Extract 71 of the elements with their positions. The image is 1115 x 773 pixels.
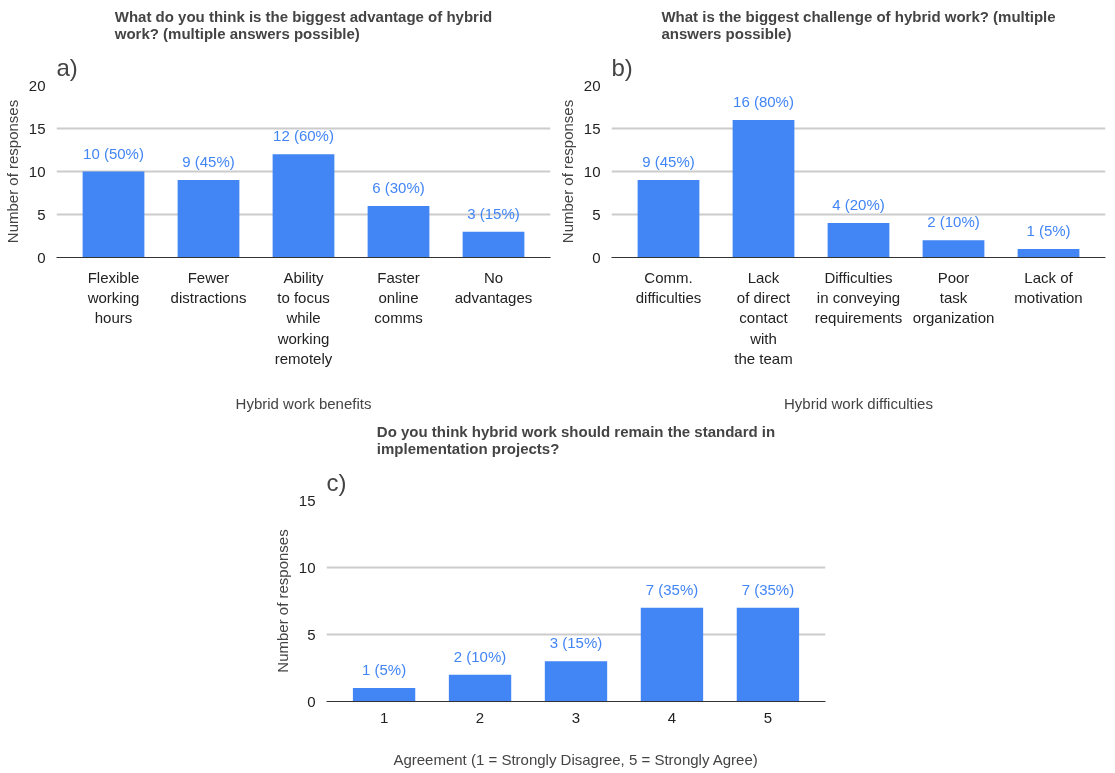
chart-title: What is the biggest challenge of hybrid work? (multiple answers possible) xyxy=(661,7,1056,42)
x-tick-label: Lack of direct contact with the team xyxy=(734,268,793,368)
x-tick-label: Poor task organization xyxy=(912,268,995,327)
y-tick-label: 10 xyxy=(28,162,46,180)
data-label: 10 (50%) xyxy=(83,144,144,162)
x-tick-label: 2 xyxy=(475,708,485,726)
x-axis-title: Hybrid work benefits xyxy=(235,395,372,413)
bar xyxy=(827,223,890,258)
bar xyxy=(637,180,700,258)
bar xyxy=(1017,248,1080,258)
bar xyxy=(922,240,985,258)
y-tick-label: 10 xyxy=(298,558,316,576)
y-tick-label: 15 xyxy=(28,119,46,137)
y-tick-label: 0 xyxy=(37,248,46,266)
bar xyxy=(367,205,430,258)
y-tick-label: 5 xyxy=(307,625,316,643)
x-tick-label: Flexible working hours xyxy=(86,268,140,327)
x-axis-title: Agreement (1 = Strongly Disagree, 5 = Strongly Agree) xyxy=(393,750,758,768)
x-tick-label: Faster online comms xyxy=(374,268,423,327)
y-tick-label: 0 xyxy=(592,248,601,266)
y-tick-label: 15 xyxy=(583,119,601,137)
text: a) xyxy=(56,53,78,81)
text: b) xyxy=(611,53,633,81)
y-tick-label: 5 xyxy=(592,205,601,223)
bar xyxy=(640,607,704,702)
x-tick-label: Comm. difficulties xyxy=(635,268,702,306)
y-tick-label: 10 xyxy=(583,162,601,180)
bar xyxy=(544,661,608,702)
y-tick-label: 20 xyxy=(583,76,601,94)
chart-title: What do you think is the biggest advantage of hybrid work? (multiple answers possible) xyxy=(113,7,493,42)
x-tick-label: 5 xyxy=(763,708,773,726)
data-label: 12 (60%) xyxy=(273,127,334,145)
x-tick-label: Ability to focus while working remotely xyxy=(274,268,333,368)
data-label: 3 (15%) xyxy=(549,634,603,652)
data-label: 7 (35%) xyxy=(741,580,795,598)
data-label: 2 (10%) xyxy=(927,213,980,231)
y-tick-label: 5 xyxy=(37,205,46,223)
x-tick-label: 1 xyxy=(379,708,389,726)
x-tick-label: No advantages xyxy=(454,268,533,306)
data-label: 4 (20%) xyxy=(832,196,885,214)
bar xyxy=(448,674,512,702)
x-tick-label: Fewer distractions xyxy=(170,268,247,306)
x-tick-label: 4 xyxy=(667,708,677,726)
x-axis-title: Hybrid work difficulties xyxy=(784,395,933,413)
data-label: 6 (30%) xyxy=(372,178,425,196)
bar xyxy=(462,231,525,258)
y-axis-title: Number of responses xyxy=(273,529,291,673)
bar xyxy=(272,154,335,258)
data-label: 2 (10%) xyxy=(453,647,507,665)
chart-title: Do you think hybrid work should remain the standard in implementation projects? xyxy=(376,422,776,457)
x-tick-label: 3 xyxy=(571,708,581,726)
bar xyxy=(82,171,145,258)
y-axis-title: Number of responses xyxy=(3,99,21,244)
data-label: 3 (15%) xyxy=(467,204,520,222)
data-label: 7 (35%) xyxy=(645,580,699,598)
data-label: 9 (45%) xyxy=(182,153,235,171)
y-tick-label: 15 xyxy=(298,491,316,509)
data-label: 1 (5%) xyxy=(361,661,407,679)
data-label: 16 (80%) xyxy=(733,92,794,110)
x-tick-label: Difficulties in conveying requirements xyxy=(814,268,903,327)
data-label: 9 (45%) xyxy=(642,153,695,171)
bar xyxy=(177,180,240,258)
data-label: 1 (5%) xyxy=(1026,221,1071,239)
bar xyxy=(736,607,800,702)
y-tick-label: 20 xyxy=(28,76,46,94)
bar xyxy=(352,688,416,702)
y-tick-label: 0 xyxy=(307,692,316,710)
text: c) xyxy=(326,468,347,496)
x-tick-label: Lack of motivation xyxy=(1014,268,1083,306)
bar xyxy=(732,119,795,258)
y-axis-title: Number of responses xyxy=(558,99,576,244)
